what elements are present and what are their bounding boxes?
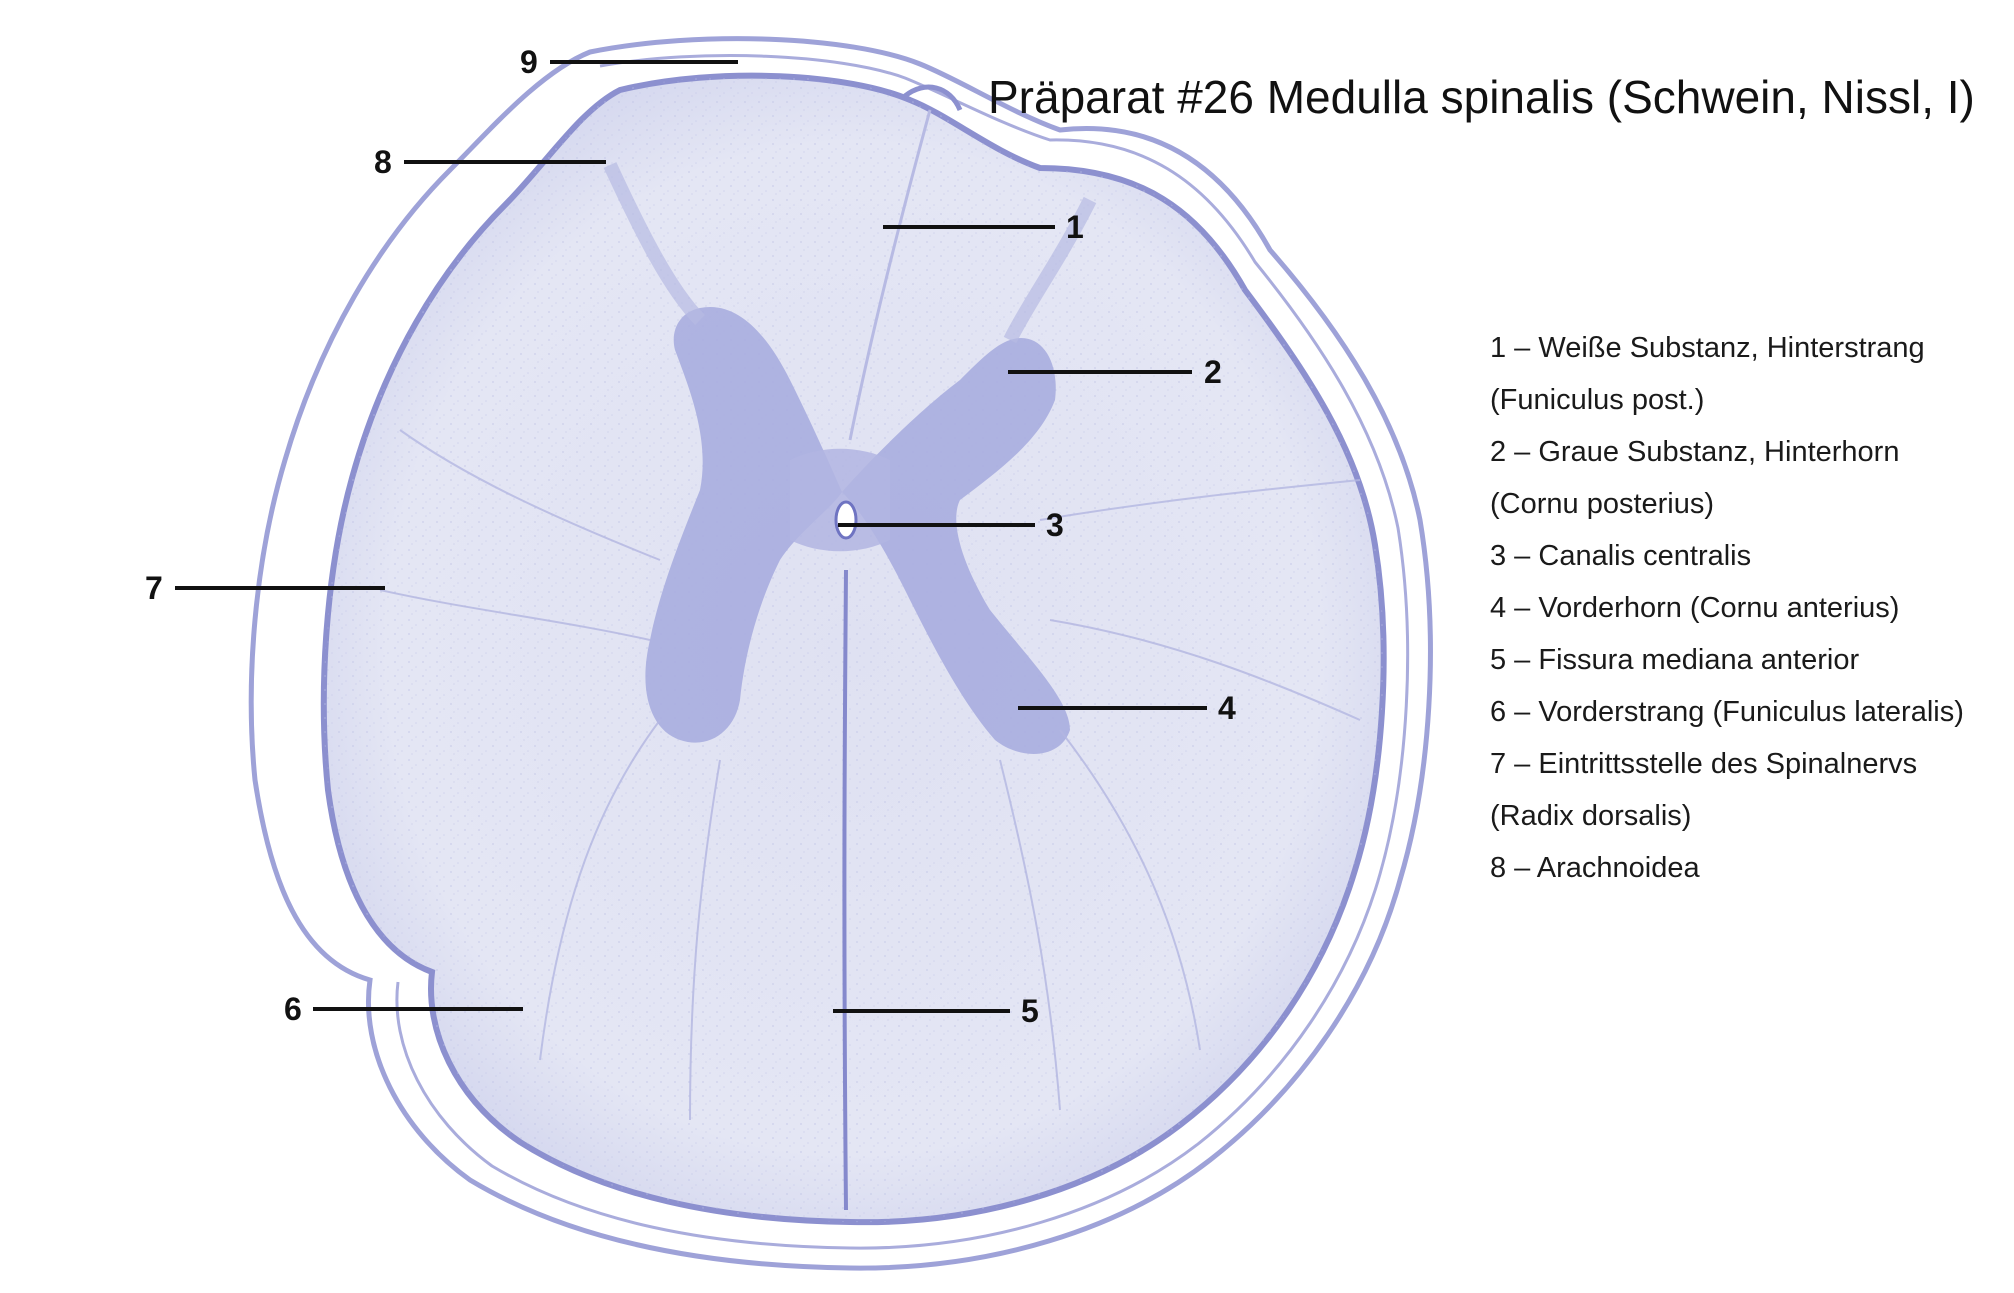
callout-5: 5 [1021,993,1039,1029]
dorsolateral-septum-left [603,162,706,325]
callout-numbers: 1 2 3 4 5 6 7 8 9 [145,44,1236,1029]
legend-item: (Funiculus post.) [1490,384,1705,416]
callout-3: 3 [1046,507,1064,543]
white-matter-texture [323,75,1384,1223]
legend-item: (Radix dorsalis) [1490,800,1692,832]
legend: 1 – Weiße Substanz, Hinterstrang (Funicu… [1490,322,1964,894]
legend-item: 6 – Vorderstrang (Funiculus lateralis) [1490,696,1964,728]
arachnoid-membrane-inner [395,54,1410,1250]
callout-9: 9 [520,44,538,80]
legend-item: 4 – Vorderhorn (Cornu anterius) [1490,592,1900,624]
legend-item: 7 – Eintrittsstelle des Spinalnervs [1490,748,1918,780]
arachnoid-membrane-outer [248,36,1433,1271]
figure-title: Präparat #26 Medulla spinalis (Schwein, … [988,71,1975,123]
legend-item: 1 – Weiße Substanz, Hinterstrang [1490,332,1925,364]
central-canal [834,500,858,540]
callout-1: 1 [1066,209,1084,245]
legend-item: 5 – Fissura mediana anterior [1490,644,1860,676]
legend-item: 3 – Canalis centralis [1490,540,1752,572]
callout-8: 8 [374,144,392,180]
callout-6: 6 [284,991,302,1027]
callout-7: 7 [145,570,163,606]
grey-matter-left-horn [645,306,842,743]
callout-4: 4 [1218,690,1236,726]
radial-septa [379,429,1361,1121]
legend-item: 8 – Arachnoidea [1490,852,1700,884]
dorsolateral-septum-right [1003,196,1097,344]
anterior-median-fissure [842,569,848,1211]
callout-2: 2 [1204,354,1222,390]
leader-lines [175,60,1207,1013]
dorsal-median-septum [848,109,932,441]
dorsal-median-sulcus [903,84,963,112]
legend-item: 2 – Graue Substanz, Hinterhorn [1490,436,1900,468]
legend-item: (Cornu posterius) [1490,488,1715,520]
grey-matter-right-horn [842,338,1070,754]
